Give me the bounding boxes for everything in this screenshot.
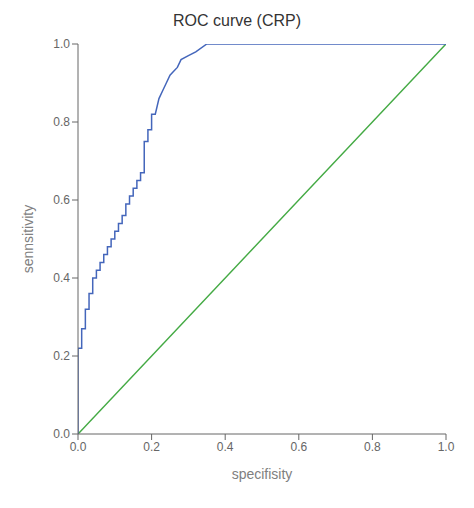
svg-text:0.2: 0.2 xyxy=(53,349,70,363)
svg-text:0.6: 0.6 xyxy=(290,440,307,454)
svg-text:0.0: 0.0 xyxy=(70,440,87,454)
svg-text:0.8: 0.8 xyxy=(364,440,381,454)
svg-text:0.0: 0.0 xyxy=(53,427,70,441)
svg-text:0.4: 0.4 xyxy=(217,440,234,454)
svg-text:0.4: 0.4 xyxy=(53,271,70,285)
svg-text:0.2: 0.2 xyxy=(143,440,160,454)
svg-text:0.8: 0.8 xyxy=(53,115,70,129)
svg-text:specifisity: specifisity xyxy=(232,466,293,482)
html-text:ROC curve (CRP): ROC curve (CRP) xyxy=(173,12,301,29)
svg-text:sennsitivity: sennsitivity xyxy=(20,205,36,273)
svg-text:1.0: 1.0 xyxy=(438,440,455,454)
svg-text:1.0: 1.0 xyxy=(53,37,70,51)
svg-text:0.6: 0.6 xyxy=(53,193,70,207)
